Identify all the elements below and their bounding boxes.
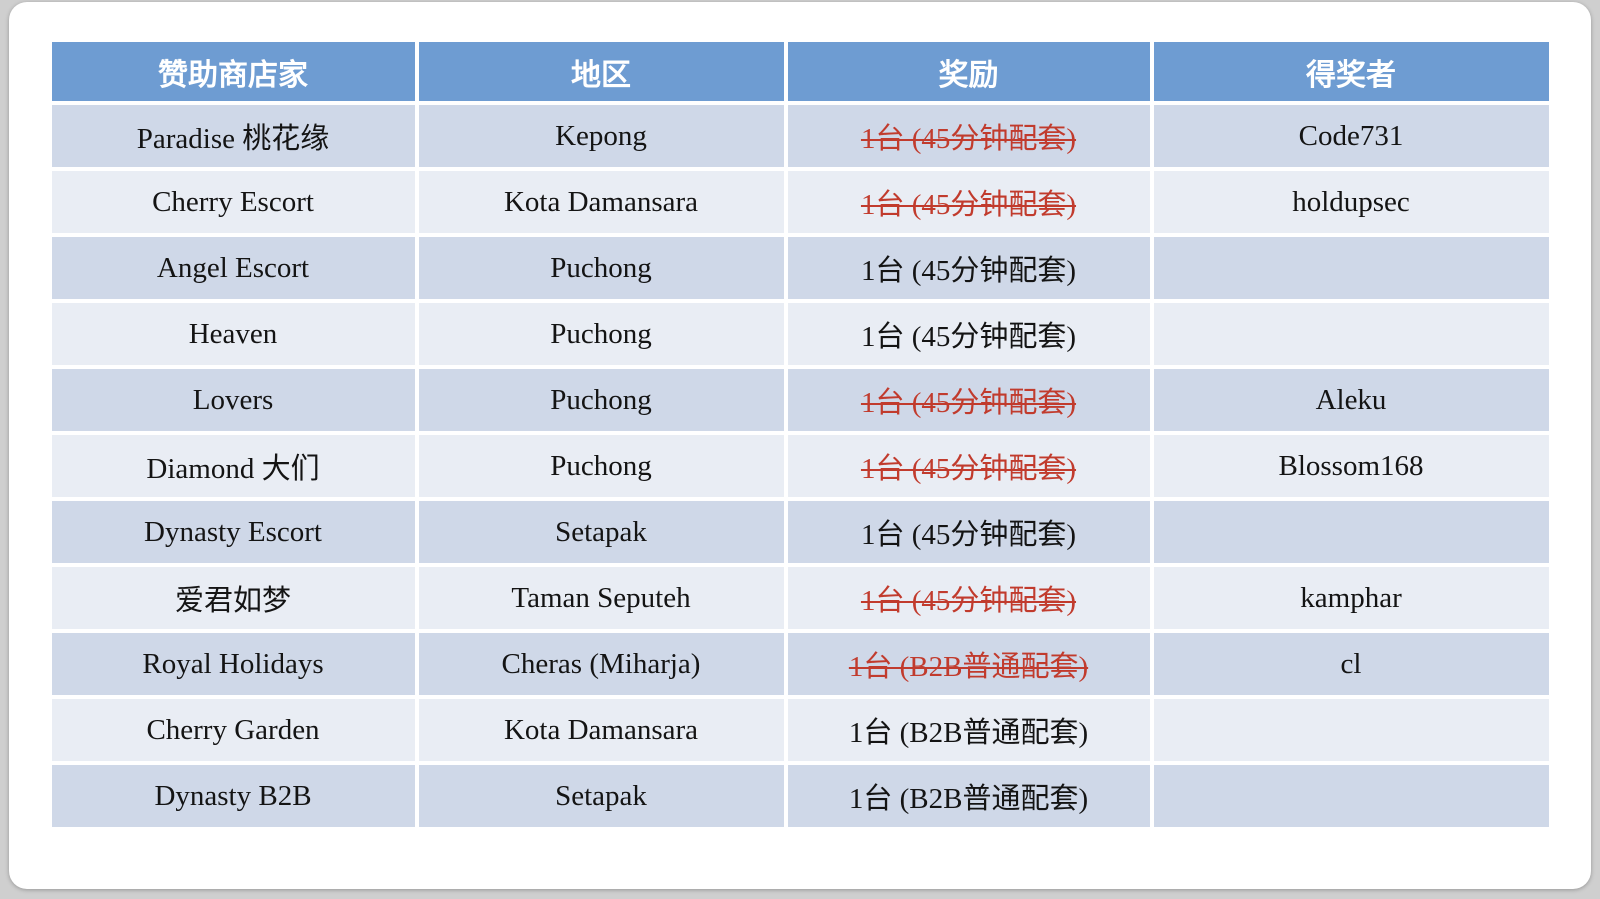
table-body: Paradise 桃花缘 Kepong 1台 (45分钟配套) Code731 … — [51, 105, 1549, 827]
reward-text: 1台 (B2B普通配套) — [848, 717, 1089, 749]
region-cell: Puchong — [418, 237, 784, 299]
sponsor-cell: Paradise 桃花缘 — [51, 105, 415, 167]
reward-text: 1台 (45分钟配套) — [860, 255, 1077, 287]
table-row: Royal Holidays Cheras (Miharja) 1台 (B2B普… — [51, 633, 1549, 695]
reward-text: 1台 (45分钟配套) — [860, 123, 1077, 155]
sponsor-cell: Diamond 大们 — [51, 435, 415, 497]
header-sponsor: 赞助商店家 — [51, 42, 415, 101]
winner-cell: holdupsec — [1153, 171, 1549, 233]
winner-cell: Blossom168 — [1153, 435, 1549, 497]
winner-cell: Aleku — [1153, 369, 1549, 431]
sponsor-cell: Heaven — [51, 303, 415, 365]
reward-text: 1台 (B2B普通配套) — [848, 783, 1089, 815]
reward-text: 1台 (45分钟配套) — [860, 585, 1077, 617]
winner-cell: kamphar — [1153, 567, 1549, 629]
table-row: Cherry Escort Kota Damansara 1台 (45分钟配套)… — [51, 171, 1549, 233]
reward-cell: 1台 (45分钟配套) — [787, 171, 1150, 233]
region-cell: Kota Damansara — [418, 699, 784, 761]
winner-cell: Code731 — [1153, 105, 1549, 167]
winner-cell — [1153, 303, 1549, 365]
table-row: Cherry Garden Kota Damansara 1台 (B2B普通配套… — [51, 699, 1549, 761]
table-row: Angel Escort Puchong 1台 (45分钟配套) — [51, 237, 1549, 299]
table-row: Dynasty Escort Setapak 1台 (45分钟配套) — [51, 501, 1549, 563]
reward-cell: 1台 (45分钟配套) — [787, 501, 1150, 563]
header-region: 地区 — [418, 42, 784, 101]
table-row: Paradise 桃花缘 Kepong 1台 (45分钟配套) Code731 — [51, 105, 1549, 167]
region-cell: Puchong — [418, 303, 784, 365]
header-row: 赞助商店家 地区 奖励 得奖者 — [51, 42, 1549, 101]
sponsor-cell: 爱君如梦 — [51, 567, 415, 629]
winner-cell — [1153, 501, 1549, 563]
sponsor-cell: Dynasty B2B — [51, 765, 415, 827]
reward-cell: 1台 (45分钟配套) — [787, 303, 1150, 365]
sponsor-cell: Angel Escort — [51, 237, 415, 299]
sponsor-cell: Cherry Escort — [51, 171, 415, 233]
sponsor-prize-table: 赞助商店家 地区 奖励 得奖者 Paradise 桃花缘 Kepong 1台 (… — [48, 38, 1553, 831]
table-header: 赞助商店家 地区 奖励 得奖者 — [51, 42, 1549, 101]
content-card: 赞助商店家 地区 奖励 得奖者 Paradise 桃花缘 Kepong 1台 (… — [9, 2, 1591, 889]
table-row: Dynasty B2B Setapak 1台 (B2B普通配套) — [51, 765, 1549, 827]
reward-text: 1台 (45分钟配套) — [860, 189, 1077, 221]
reward-cell: 1台 (B2B普通配套) — [787, 765, 1150, 827]
table-row: Lovers Puchong 1台 (45分钟配套) Aleku — [51, 369, 1549, 431]
reward-cell: 1台 (B2B普通配套) — [787, 699, 1150, 761]
reward-cell: 1台 (45分钟配套) — [787, 435, 1150, 497]
reward-text: 1台 (B2B普通配套) — [848, 651, 1089, 683]
reward-text: 1台 (45分钟配套) — [860, 387, 1077, 419]
header-reward: 奖励 — [787, 42, 1150, 101]
table-row: 爱君如梦 Taman Seputeh 1台 (45分钟配套) kamphar — [51, 567, 1549, 629]
region-cell: Cheras (Miharja) — [418, 633, 784, 695]
sponsor-cell: Lovers — [51, 369, 415, 431]
sponsor-cell: Cherry Garden — [51, 699, 415, 761]
region-cell: Puchong — [418, 369, 784, 431]
reward-cell: 1台 (B2B普通配套) — [787, 633, 1150, 695]
reward-text: 1台 (45分钟配套) — [860, 519, 1077, 551]
reward-text: 1台 (45分钟配套) — [860, 453, 1077, 485]
winner-cell — [1153, 765, 1549, 827]
sponsor-cell: Dynasty Escort — [51, 501, 415, 563]
reward-cell: 1台 (45分钟配套) — [787, 237, 1150, 299]
region-cell: Puchong — [418, 435, 784, 497]
winner-cell — [1153, 237, 1549, 299]
reward-cell: 1台 (45分钟配套) — [787, 369, 1150, 431]
region-cell: Taman Seputeh — [418, 567, 784, 629]
region-cell: Kota Damansara — [418, 171, 784, 233]
region-cell: Setapak — [418, 765, 784, 827]
table-row: Diamond 大们 Puchong 1台 (45分钟配套) Blossom16… — [51, 435, 1549, 497]
reward-text: 1台 (45分钟配套) — [860, 321, 1077, 353]
reward-cell: 1台 (45分钟配套) — [787, 567, 1150, 629]
sponsor-cell: Royal Holidays — [51, 633, 415, 695]
table-row: Heaven Puchong 1台 (45分钟配套) — [51, 303, 1549, 365]
reward-cell: 1台 (45分钟配套) — [787, 105, 1150, 167]
region-cell: Setapak — [418, 501, 784, 563]
region-cell: Kepong — [418, 105, 784, 167]
header-winner: 得奖者 — [1153, 42, 1549, 101]
winner-cell — [1153, 699, 1549, 761]
winner-cell: cl — [1153, 633, 1549, 695]
